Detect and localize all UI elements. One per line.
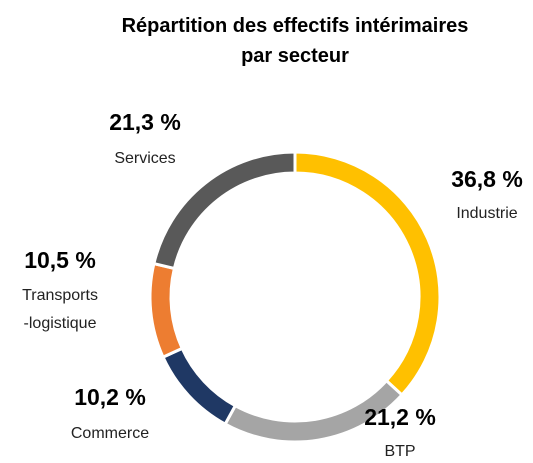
category-label: BTP [384, 443, 415, 460]
donut-segment [148, 261, 185, 360]
category-label: Transports -logistique [22, 287, 98, 332]
value-label: 21,2 % [364, 404, 436, 430]
value-label: 10,5 % [24, 247, 96, 273]
donut-segment [161, 346, 238, 427]
category-label: Commerce [71, 425, 149, 442]
value-label: 10,2 % [74, 384, 146, 410]
donut-segment [293, 150, 442, 398]
chart-title: Répartition des effectifs intérimaires pa… [122, 15, 469, 67]
category-label: Services [114, 150, 175, 167]
donut-segment [152, 150, 297, 271]
value-label: 36,8 % [451, 166, 523, 192]
value-label: 21,3 % [109, 109, 181, 135]
category-label: Industrie [456, 205, 517, 222]
